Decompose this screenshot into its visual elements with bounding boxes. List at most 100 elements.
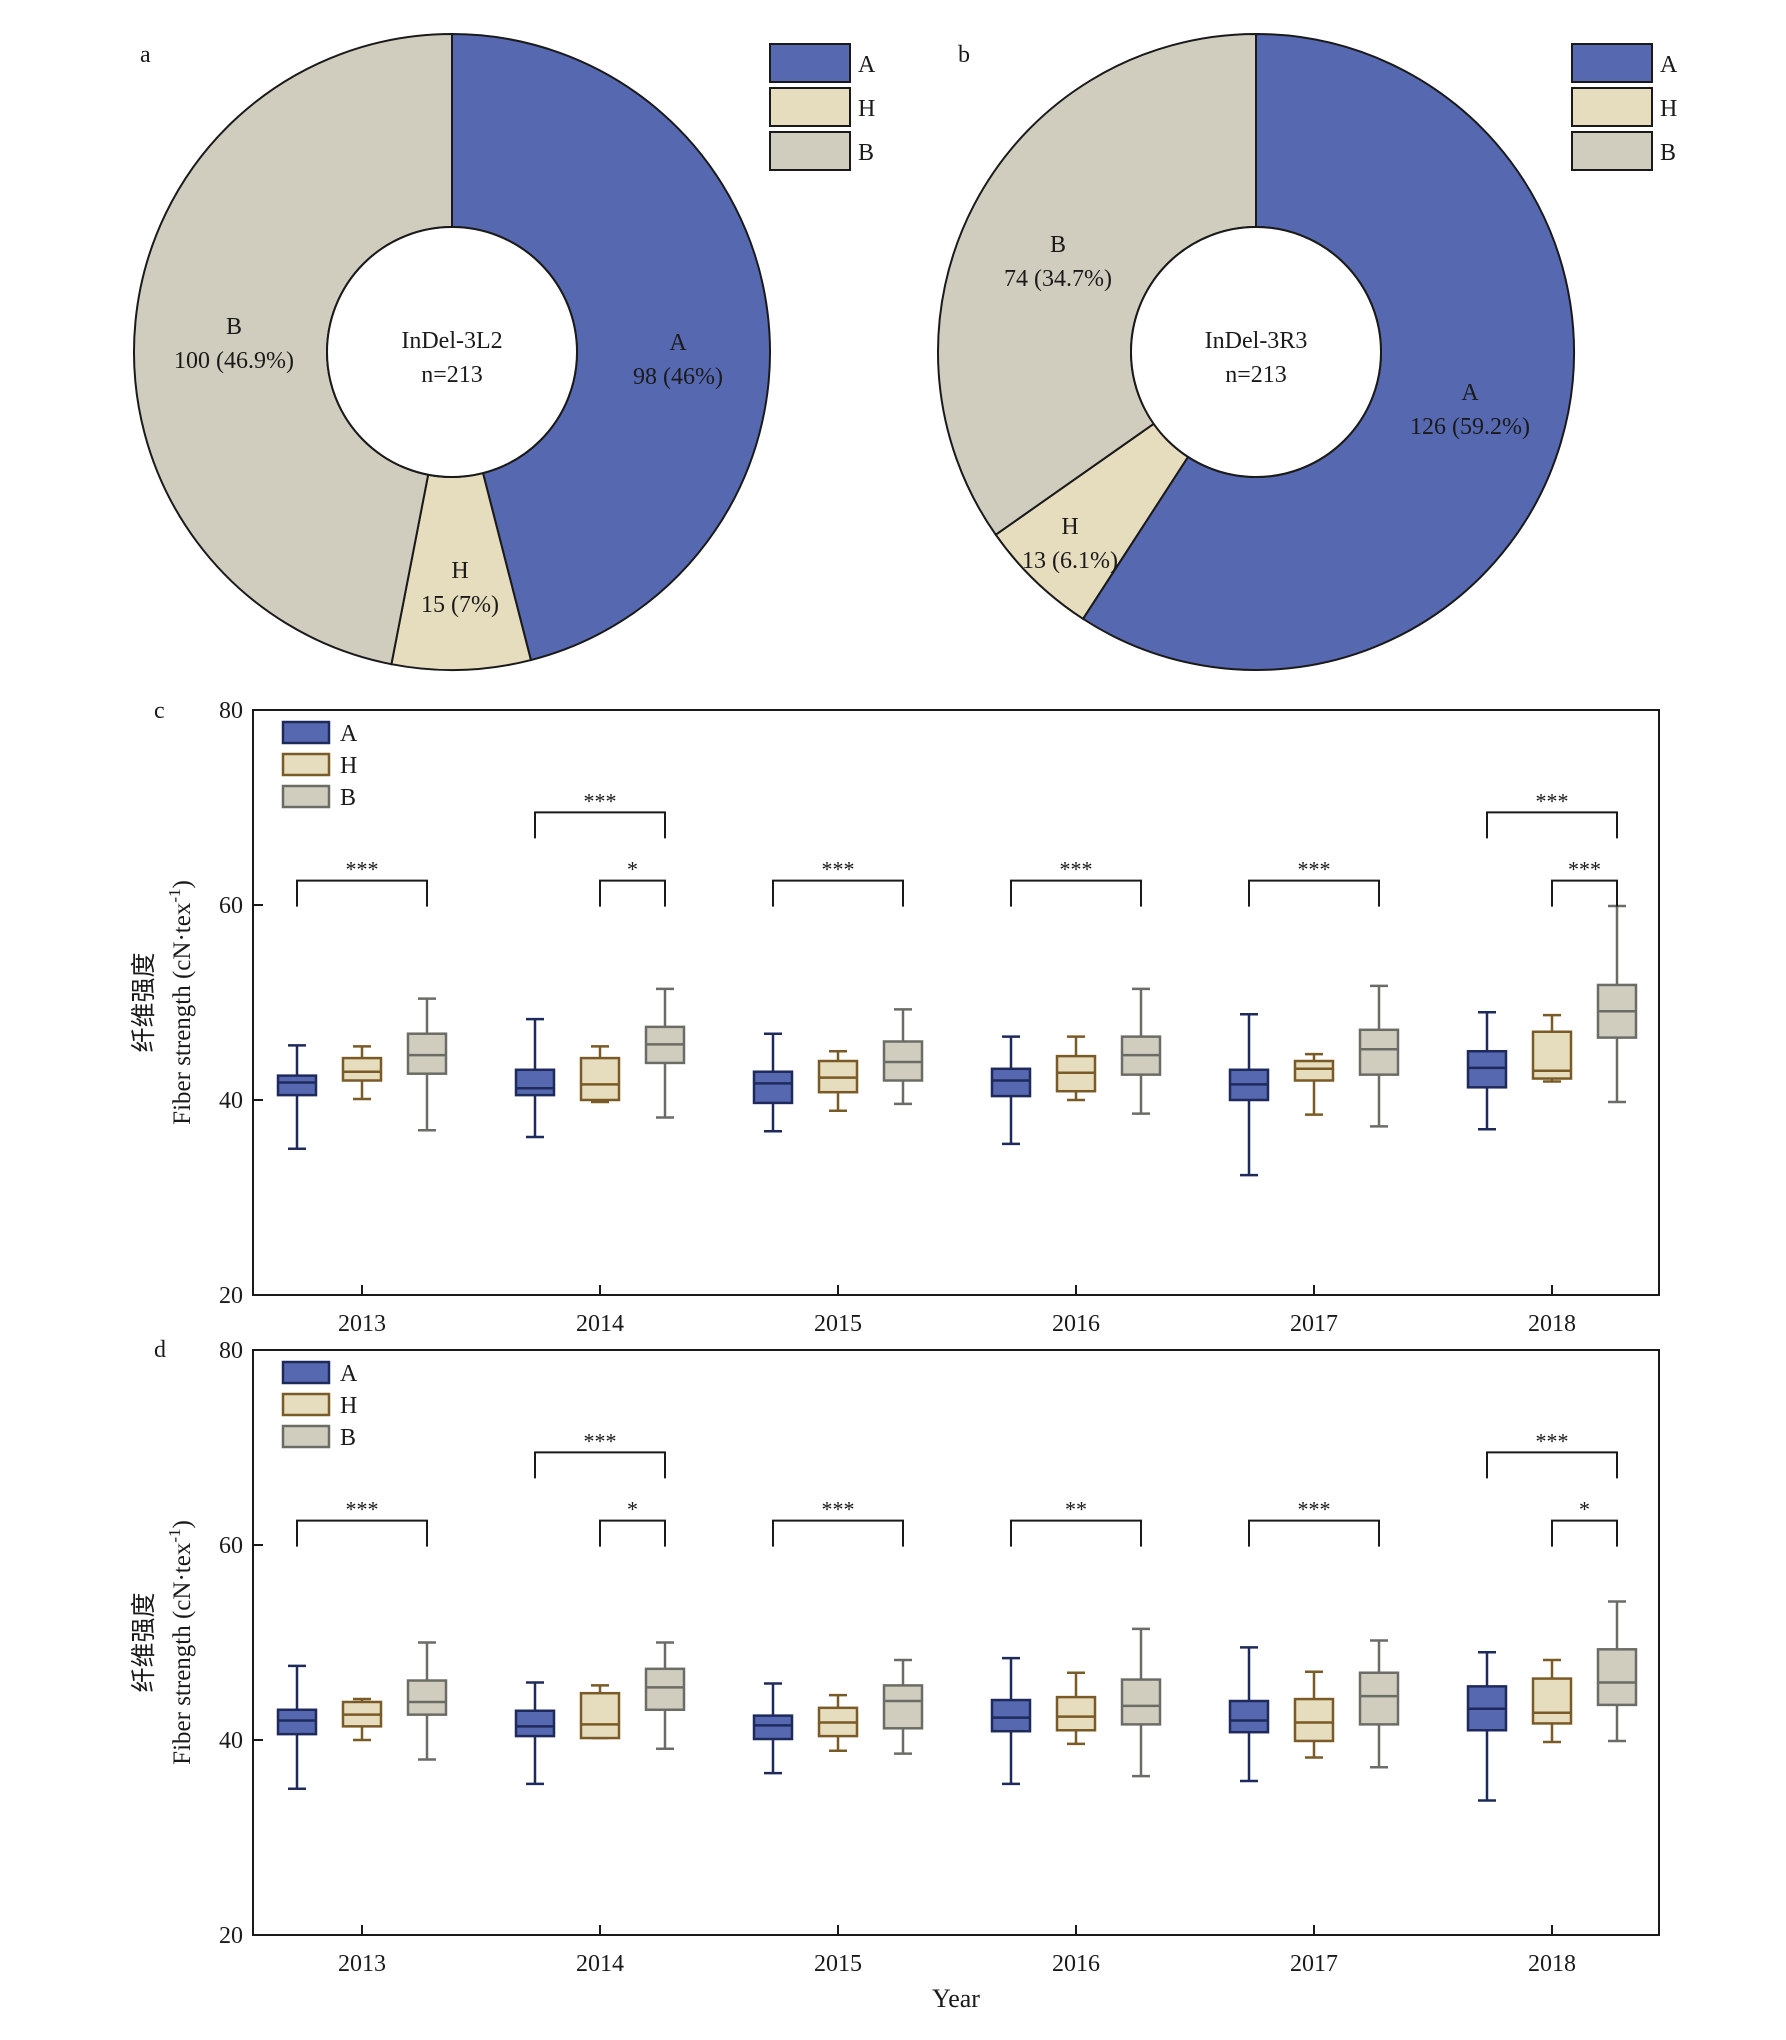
box-h-2014 (579, 1684, 621, 1740)
box-a-2015 (752, 1682, 794, 1775)
significance-bracket (534, 811, 666, 839)
box-iqr (1466, 1050, 1508, 1089)
legend-label-b: B (340, 1425, 356, 1451)
significance-label: *** (346, 857, 379, 882)
x-tick-label-2018: 2018 (1528, 1311, 1576, 1337)
x-tick-label-2017: 2017 (1290, 1951, 1338, 1977)
significance-label: *** (346, 1497, 379, 1522)
center-label-n: n=213 (1225, 362, 1287, 388)
y-axis-label-sup: -1 (165, 889, 184, 903)
box-iqr (1293, 1059, 1335, 1082)
plot-frame (252, 1349, 1660, 1936)
box-iqr (579, 1056, 621, 1102)
significance-label: * (1579, 1497, 1590, 1522)
significance-bracket (1010, 879, 1142, 907)
box-a-2014 (514, 1017, 556, 1139)
box-b-2018 (1596, 1600, 1638, 1743)
box-iqr (1120, 1678, 1162, 1726)
box-iqr (752, 1070, 794, 1105)
y-tick-label: 20 (219, 1283, 243, 1309)
significance-bracket (1248, 879, 1380, 907)
box-h-2016 (1055, 1671, 1097, 1746)
box-b-2016 (1120, 987, 1162, 1115)
box-a-2013 (276, 1664, 318, 1790)
y-axis-label-en: Fiber strength (cN·tex-1) (165, 880, 196, 1125)
y-tick-label: 40 (219, 1728, 243, 1754)
box-b-2017 (1358, 1639, 1400, 1769)
y-tick-label: 20 (219, 1923, 243, 1949)
box-b-2015 (882, 1658, 924, 1755)
significance-label: * (627, 857, 638, 882)
box-b-2013 (406, 1641, 448, 1761)
box-iqr (276, 1074, 318, 1097)
legend-swatch-h (281, 1392, 331, 1417)
box-iqr (644, 1667, 686, 1712)
box-a-2018 (1466, 1011, 1508, 1131)
significance-bracket (1486, 811, 1618, 839)
box-b-2013 (406, 997, 448, 1132)
legend-swatch-h (769, 87, 851, 127)
legend-swatch-b (281, 1424, 331, 1449)
box-iqr (1293, 1697, 1335, 1743)
significance-label: ** (1065, 1497, 1087, 1522)
significance-bracket (599, 1519, 666, 1547)
box-b-2014 (644, 1641, 686, 1751)
box-a-2015 (752, 1032, 794, 1133)
y-tick-label: 40 (219, 1088, 243, 1114)
slice-name-b: B (1050, 232, 1066, 258)
donut-hole (326, 226, 578, 478)
legend-swatch-a (769, 43, 851, 83)
y-tick-label: 60 (219, 893, 243, 919)
slice-label-a: 98 (46%) (633, 364, 723, 390)
box-iqr (514, 1709, 556, 1738)
y-tick-label: 80 (219, 698, 243, 724)
box-iqr (752, 1714, 794, 1741)
significance-bracket (772, 1519, 904, 1547)
box-h-2016 (1055, 1035, 1097, 1102)
y-axis-label-close: ) (169, 880, 196, 888)
box-h-2015 (817, 1050, 859, 1112)
significance-label: *** (1536, 788, 1569, 813)
box-h-2013 (341, 1697, 383, 1742)
significance-bracket (772, 879, 904, 907)
box-h-2018 (1531, 1013, 1573, 1083)
legend-label-h: H (340, 753, 357, 779)
slice-label-b: 100 (46.9%) (174, 348, 294, 374)
y-axis-label-zh: 纤维强度 (130, 952, 158, 1052)
y-tick-label: 60 (219, 1533, 243, 1559)
legend-label-a: A (858, 52, 876, 78)
box-iqr (1531, 1677, 1573, 1725)
box-h-2014 (579, 1045, 621, 1104)
legend-label-a: A (1660, 52, 1678, 78)
significance-label: *** (1536, 1428, 1569, 1453)
box-h-2015 (817, 1693, 859, 1752)
pie-panel-a: A 98 (46%) H 15 (7%) B 100 (46.9%) InDel-3L2 n=… (133, 32, 876, 671)
box-iqr (990, 1067, 1032, 1098)
panel-letter: b (958, 42, 970, 68)
legend-label-a: A (340, 721, 358, 747)
box-b-2018 (1596, 904, 1638, 1104)
legend-swatch-a (1571, 43, 1653, 83)
box-iqr (341, 1056, 383, 1082)
significance-bracket (1551, 1519, 1618, 1547)
box-iqr (1055, 1695, 1097, 1732)
significance-label: *** (1298, 1497, 1331, 1522)
box-iqr (276, 1708, 318, 1736)
y-axis-label-close: ) (169, 1520, 196, 1528)
box-iqr (1358, 1028, 1400, 1076)
panel-letter: a (140, 42, 151, 68)
slice-name-h: H (451, 558, 468, 584)
box-a-2017 (1228, 1012, 1270, 1177)
x-tick-label-2013: 2013 (338, 1951, 386, 1977)
slice-label-a: 126 (59.2%) (1410, 414, 1530, 440)
legend-swatch-b (769, 131, 851, 171)
y-axis-label-text: Fiber strength (cN·tex (169, 902, 196, 1125)
slice-name-a: A (1461, 380, 1479, 406)
y-axis-label-zh: 纤维强度 (130, 1592, 158, 1692)
box-iqr (579, 1691, 621, 1740)
significance-label: *** (1060, 857, 1093, 882)
box-b-2017 (1358, 984, 1400, 1128)
y-axis-label-sup: -1 (165, 1529, 184, 1543)
